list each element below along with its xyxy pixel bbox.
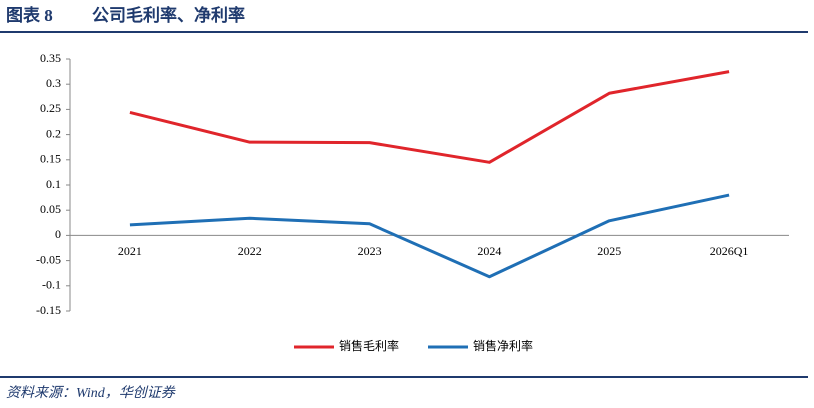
y-tick-label: -0.1: [42, 278, 61, 292]
y-tick-label: 0.25: [40, 101, 61, 115]
x-tick-label: 2023: [358, 244, 382, 258]
legend-label: 销售净利率: [473, 338, 533, 353]
y-tick-label: 0.1: [46, 177, 61, 191]
x-tick-label: 2024: [477, 244, 501, 258]
y-tick-label: 0.15: [40, 152, 61, 166]
y-tick-label: 0.35: [40, 51, 61, 65]
y-tick-label: 0: [55, 227, 61, 241]
legend-label: 销售毛利率: [339, 338, 399, 353]
x-tick-label: 2025: [597, 244, 621, 258]
x-tick-label: 2021: [118, 244, 142, 258]
series-line: [129, 193, 730, 279]
y-tick-label: 0.05: [40, 202, 61, 216]
y-tick-label: 0.2: [46, 126, 61, 140]
series-line: [129, 70, 730, 164]
y-tick-label: 0.3: [46, 76, 61, 90]
figure-label: 图表 8: [6, 5, 53, 25]
y-tick-label: -0.15: [36, 303, 61, 317]
x-tick-label: 2022: [238, 244, 262, 258]
x-tick-label: 2026Q1: [710, 244, 749, 258]
y-tick-label: -0.05: [36, 252, 61, 266]
chart-title: 公司毛利率、净利率: [92, 5, 245, 25]
source-note: 资料来源：Wind，华创证券: [6, 385, 176, 401]
